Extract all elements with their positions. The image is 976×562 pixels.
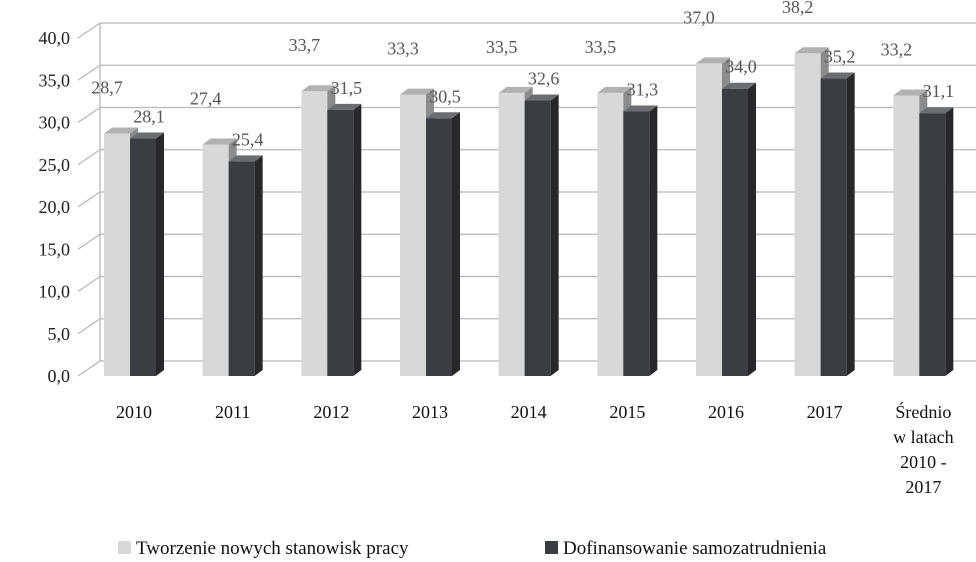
y-tick-label: 0,0 <box>48 366 71 386</box>
y-tick-label: 40,0 <box>39 28 71 48</box>
bar-dofinansowanie <box>820 72 855 376</box>
bar-dofinansowanie <box>919 107 954 376</box>
legend-label: Tworzenie nowych stanowisk pracy <box>136 538 409 559</box>
data-label: 34,0 <box>725 57 757 77</box>
data-label: 32,6 <box>528 69 560 89</box>
bar-dofinansowanie <box>327 103 362 376</box>
bar-dofinansowanie <box>623 105 658 376</box>
data-label: 31,3 <box>627 80 659 100</box>
gridline <box>77 22 976 39</box>
y-tick-label: 10,0 <box>39 282 71 302</box>
bars <box>104 47 954 377</box>
y-tick-label: 30,0 <box>39 113 71 133</box>
x-tick-label: 2017 <box>807 402 843 422</box>
data-label: 28,7 <box>91 77 123 97</box>
data-label: 30,5 <box>429 86 461 106</box>
x-tick-label: 2010 <box>116 402 152 422</box>
bar-dofinansowanie <box>722 82 756 376</box>
data-label: 25,4 <box>232 129 264 149</box>
legend-label: Dofinansowanie samozatrudnienia <box>563 538 827 559</box>
x-tick-label: 2015 <box>609 402 645 422</box>
data-label: 35,2 <box>824 47 856 67</box>
y-tick-label: 15,0 <box>39 239 71 259</box>
x-tick-label: 2013 <box>412 402 448 422</box>
legend-swatch <box>545 541 558 554</box>
data-label: 33,5 <box>585 37 617 57</box>
data-labels: 28,7 28,1 27,4 25,4 33,7 31,5 33,3 30,5 33,5 32,6… <box>91 0 954 149</box>
x-tick-label: 2014 <box>511 402 547 422</box>
x-tick-label: 2016 <box>708 402 744 422</box>
gridlines <box>77 22 976 377</box>
y-tick-label: 20,0 <box>39 197 71 217</box>
data-label: 37,0 <box>683 7 715 27</box>
data-label: 33,7 <box>289 35 321 55</box>
x-tick-label: 2012 <box>313 402 349 422</box>
legend-swatch <box>118 541 131 554</box>
data-label: 31,5 <box>331 78 363 98</box>
bar-dofinansowanie <box>426 112 460 377</box>
x-tick-label: Średnio w latach 2010 -2017 <box>893 401 953 497</box>
data-label: 33,2 <box>881 39 913 59</box>
bar-dofinansowanie <box>228 155 263 376</box>
data-label: 33,5 <box>486 37 518 57</box>
data-label: 31,1 <box>923 81 955 101</box>
bar-dofinansowanie <box>130 132 164 376</box>
data-label: 38,2 <box>782 0 814 17</box>
y-tick-label: 5,0 <box>48 324 71 344</box>
y-axis: 0,0 5,0 10,0 15,0 20,0 25,0 30,0 35,0 40,0 <box>39 28 71 386</box>
x-axis-labels: 2010 2011 2012 2013 2014 2015 2016 2017 Średnio w… <box>116 401 954 497</box>
data-label: 27,4 <box>190 88 222 108</box>
y-tick-label: 35,0 <box>39 70 71 90</box>
data-label: 28,1 <box>133 107 165 127</box>
y-tick-label: 25,0 <box>39 155 71 175</box>
bar-dofinansowanie <box>524 94 559 376</box>
x-tick-label: 2011 <box>215 402 250 422</box>
data-label: 33,3 <box>387 39 419 59</box>
legend-item-tworzenie: Tworzenie nowych stanowisk pracy <box>118 538 409 559</box>
legend: Tworzenie nowych stanowisk pracy Dofinans… <box>118 538 827 559</box>
legend-item-dofinansowanie: Dofinansowanie samozatrudnienia <box>545 538 827 559</box>
